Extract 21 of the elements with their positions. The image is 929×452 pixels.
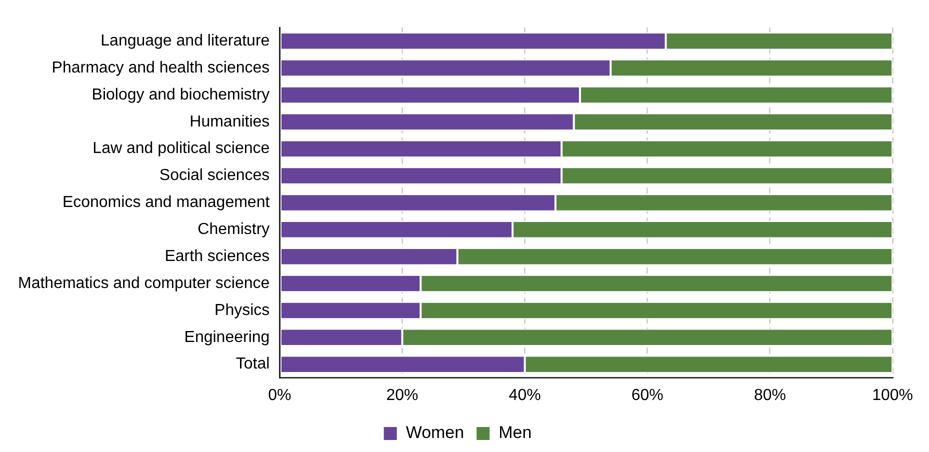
y-tick-label: Social sciences: [159, 167, 270, 184]
x-tick-label: 0%: [268, 386, 292, 404]
y-tick-label: Language and literature: [100, 32, 270, 50]
y-tick-label: Physics: [214, 302, 270, 319]
y-tick-label: Engineering: [184, 328, 270, 346]
x-tick-label: 80%: [754, 386, 786, 404]
y-tick-label: Earth sciences: [164, 248, 270, 265]
y-tick-label: Law and political science: [92, 140, 270, 158]
y-tick-label: Chemistry: [198, 221, 270, 238]
x-tick-label: 40%: [508, 386, 541, 404]
x-tick-label: 20%: [386, 386, 418, 404]
x-tick-label: 100%: [872, 386, 913, 404]
y-tick-label: Total: [236, 356, 270, 373]
y-tick-label: Biology and biochemistry: [92, 86, 270, 104]
x-tick-label: 60%: [631, 386, 664, 404]
y-tick-label: Pharmacy and health sciences: [52, 59, 270, 76]
legend-label: Women: [406, 423, 464, 442]
y-tick-label: Mathematics and computer science: [18, 274, 270, 292]
legend-label: Men: [498, 423, 532, 442]
y-tick-label: Economics and management: [62, 194, 270, 212]
y-tick-label: Humanities: [190, 113, 270, 130]
